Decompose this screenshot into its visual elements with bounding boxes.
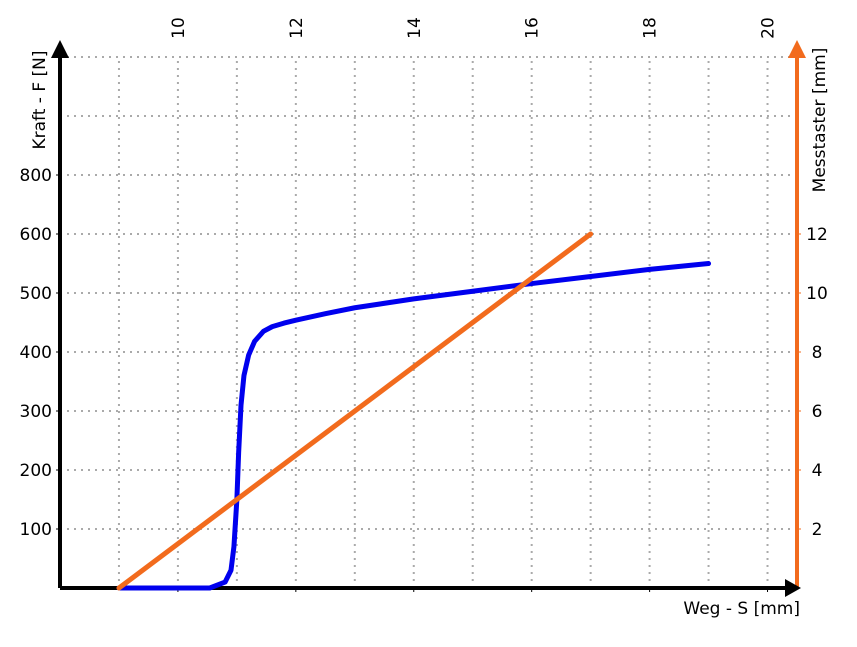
y-tick-label: 600 bbox=[20, 225, 52, 245]
y-tick-label: 400 bbox=[20, 343, 52, 363]
y2-tick-label: 4 bbox=[812, 461, 823, 481]
x-tick-label: 10 bbox=[169, 17, 189, 39]
y2-tick-label: 12 bbox=[806, 225, 828, 245]
x-axis-label: Weg - S [mm] bbox=[683, 599, 800, 619]
y-tick-label: 300 bbox=[20, 402, 52, 422]
x-tick-label: 18 bbox=[641, 17, 661, 39]
y-tick-label: 800 bbox=[20, 166, 52, 186]
y-tick-label: 200 bbox=[20, 461, 52, 481]
x-tick-label: 14 bbox=[405, 17, 425, 39]
y2-tick-label: 2 bbox=[812, 520, 823, 540]
y-tick-label: 100 bbox=[20, 520, 52, 540]
x-tick-label: 20 bbox=[759, 17, 779, 39]
series-line bbox=[116, 231, 594, 591]
y-axis-arrow bbox=[51, 40, 69, 58]
y2-tick-label: 6 bbox=[812, 402, 823, 422]
y2-axis-label: Messtaster [mm] bbox=[810, 48, 830, 193]
y2-tick-label: 10 bbox=[806, 284, 828, 304]
series-line bbox=[116, 261, 712, 591]
y2-axis-arrow bbox=[788, 40, 806, 58]
x-axis-arrow bbox=[785, 579, 801, 597]
x-tick-label: 12 bbox=[287, 17, 307, 39]
y-tick-label: 500 bbox=[20, 284, 52, 304]
x-tick-label: 16 bbox=[523, 17, 543, 39]
y-axis-label: Kraft - F [N] bbox=[30, 50, 50, 149]
y2-tick-label: 8 bbox=[812, 343, 823, 363]
